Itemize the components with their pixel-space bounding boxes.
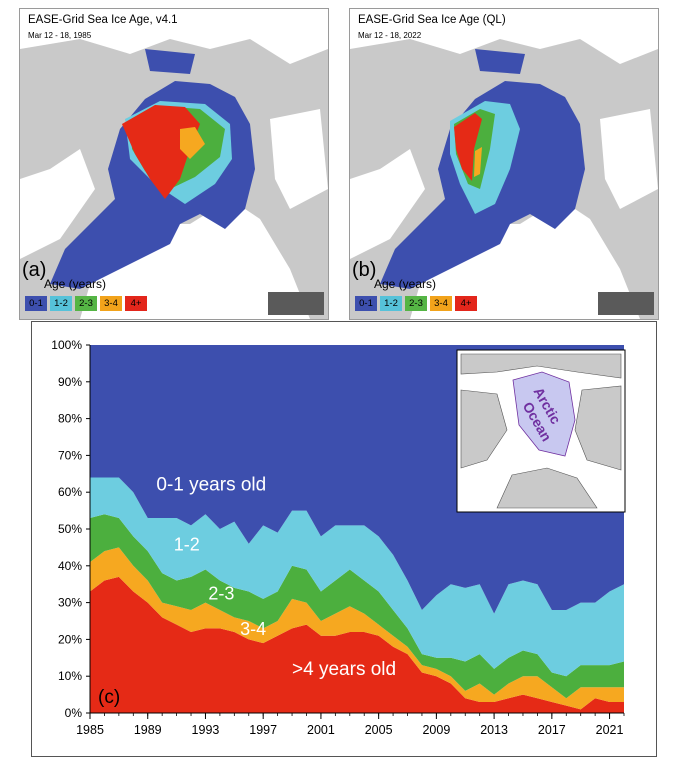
land-east-b — [600, 109, 658, 209]
panel-label-a: (a) — [22, 259, 47, 281]
land-south-b — [410, 199, 640, 319]
map-title-a: EASE-Grid Sea Ice Age, v4.1 — [28, 14, 178, 26]
ice-0-1-top-b — [475, 49, 525, 74]
land-west-b — [350, 149, 425, 259]
legend-swatch-b: 3-4 — [430, 296, 452, 311]
legend-swatch-b: 1-2 — [380, 296, 402, 311]
map-date-a: Mar 12 - 18, 1985 — [28, 31, 92, 40]
y-tick-label: 60% — [58, 485, 82, 499]
age-legend-a: 0-1 1-2 2-3 3-4 4+ — [25, 296, 147, 311]
x-tick-label: 2005 — [365, 723, 393, 737]
age-legend-b: 0-1 1-2 2-3 3-4 4+ — [355, 296, 477, 311]
y-tick-label: 50% — [58, 522, 82, 536]
area-label: 0-1 years old — [156, 474, 266, 495]
y-tick-label: 30% — [58, 596, 82, 610]
inset-land-south — [496, 467, 598, 509]
ice-0-1-top-a — [145, 49, 195, 74]
area-label: 3-4 — [240, 619, 266, 639]
x-tick-label: 2009 — [422, 723, 450, 737]
legend-swatch-b: 4+ — [455, 296, 477, 311]
inset-land-west — [460, 389, 508, 469]
x-tick-label: 1993 — [192, 723, 220, 737]
area-label: 2-3 — [208, 584, 234, 604]
map-panel-1985: EASE-Grid Sea Ice Age, v4.1 Mar 12 - 18,… — [19, 8, 329, 320]
x-tick-label: 1989 — [134, 723, 162, 737]
area-series — [90, 477, 624, 677]
map-panel-2022: EASE-Grid Sea Ice Age (QL) Mar 12 - 18, … — [349, 8, 659, 320]
area-series — [90, 547, 624, 710]
credit-logo-b — [598, 292, 654, 315]
y-tick-label: 100% — [51, 338, 82, 352]
ice-3-4-a — [180, 127, 205, 159]
ice-age-area-chart: 0% 10% 20% 30% 40% 50% 60% 70% 80% 90% 100% 1985 198… — [51, 338, 626, 737]
legend-swatch-a: 0-1 — [25, 296, 47, 311]
inset-land-north — [460, 353, 622, 379]
land-north-a — [20, 9, 328, 64]
inset-land-east — [574, 385, 622, 471]
panel-label-b: (b) — [352, 259, 377, 281]
legend-swatch-a: 1-2 — [50, 296, 72, 311]
legend-swatch-a: 2-3 — [75, 296, 97, 311]
map-title-b: EASE-Grid Sea Ice Age (QL) — [358, 14, 506, 26]
legend-swatch-a: 4+ — [125, 296, 147, 311]
sea-ice-map-1985 — [20, 9, 328, 319]
land-east-a — [270, 109, 328, 209]
inset-arctic-ocean — [512, 371, 576, 457]
x-tick-label: 2017 — [538, 723, 566, 737]
y-tick-label: 10% — [58, 669, 82, 683]
y-tick-label: 90% — [58, 375, 82, 389]
y-tick-label: 40% — [58, 559, 82, 573]
ice-age-chart-frame: 0% 10% 20% 30% 40% 50% 60% 70% 80% 90% 100% 1985 198… — [31, 321, 657, 757]
credit-logo-a — [268, 292, 324, 315]
legend-swatch-a: 3-4 — [100, 296, 122, 311]
y-tick-label: 80% — [58, 412, 82, 426]
ice-3-4-b — [474, 147, 482, 177]
x-tick-label: 2021 — [596, 723, 624, 737]
area-label: 1-2 — [174, 534, 200, 554]
legend-swatch-b: 0-1 — [355, 296, 377, 311]
panel-label-c: (c) — [98, 687, 120, 708]
x-tick-label: 2001 — [307, 723, 335, 737]
x-tick-label: 2013 — [480, 723, 508, 737]
age-legend-title-a: Age (years) — [44, 277, 107, 291]
x-tick-label: 1985 — [76, 723, 104, 737]
land-west-a — [20, 149, 95, 259]
ice-4-plus-b — [454, 113, 482, 181]
sea-ice-map-2022 — [350, 9, 658, 319]
area-series — [90, 514, 624, 699]
area-series — [90, 576, 624, 713]
map-date-b: Mar 12 - 18, 2022 — [358, 31, 422, 40]
y-tick-label: 20% — [58, 632, 82, 646]
area-label: >4 years old — [292, 659, 396, 680]
ice-4-plus-a — [122, 105, 200, 199]
legend-swatch-b: 2-3 — [405, 296, 427, 311]
y-tick-label: 0% — [65, 706, 83, 720]
age-legend-title-b: Age (years) — [374, 277, 437, 291]
x-tick-label: 1997 — [249, 723, 277, 737]
y-tick-label: 70% — [58, 448, 82, 462]
land-north-b — [350, 9, 658, 64]
land-south-a — [80, 199, 310, 319]
